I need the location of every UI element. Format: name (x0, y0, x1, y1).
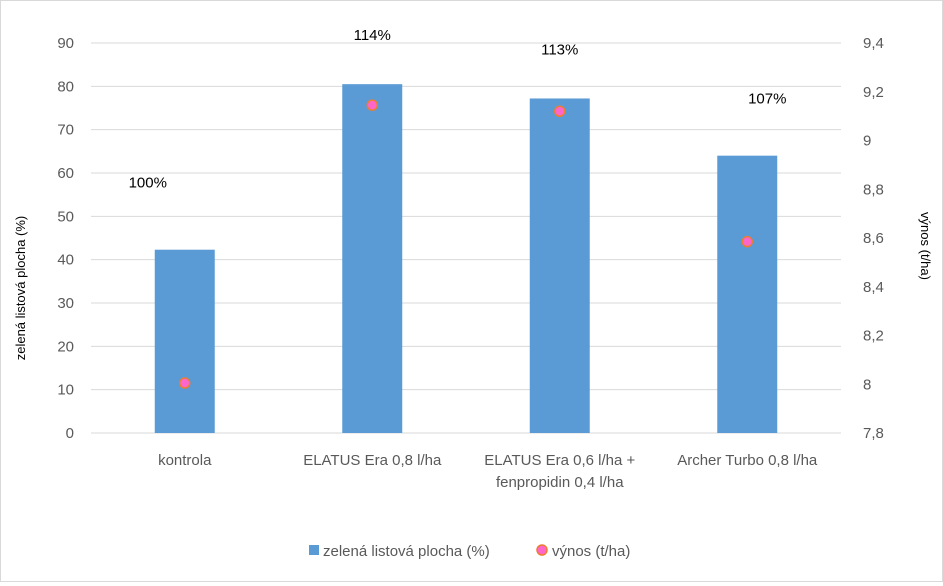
right-tick-label: 8 (863, 376, 871, 393)
yield-point (179, 377, 191, 389)
percent-label: 107% (748, 91, 786, 108)
right-tick-label: 9,2 (863, 84, 884, 101)
category-axis-labels: kontrola ELATUS Era 0,8 l/ha ELATUS Era 0,… (158, 452, 818, 491)
legend-label-bar: zelená listová plocha (%) (323, 543, 490, 560)
bar (717, 155, 778, 433)
left-axis-ticks: 0 10 20 30 40 50 60 70 80 90 (57, 35, 74, 442)
scatter-series (179, 99, 753, 389)
left-axis-title: zelená listová plocha (%) (13, 216, 28, 361)
bar-series (154, 84, 778, 434)
left-tick-label: 60 (57, 165, 74, 182)
right-tick-label: 8,8 (863, 181, 884, 198)
right-axis-ticks: 7,8 8 8,2 8,4 8,6 8,8 9 9,2 9,4 (863, 35, 884, 442)
category-label: ELATUS Era 0,6 l/ha + (484, 452, 635, 469)
right-tick-label: 7,8 (863, 425, 884, 442)
left-tick-label: 10 (57, 382, 74, 399)
gridlines (91, 42, 841, 434)
category-label: fenpropidin 0,4 l/ha (496, 474, 624, 491)
right-tick-label: 9,4 (863, 35, 884, 52)
yield-point (554, 105, 566, 117)
percent-label: 114% (354, 27, 391, 44)
left-tick-label: 90 (57, 35, 74, 52)
left-tick-label: 50 (57, 208, 74, 225)
right-tick-label: 8,2 (863, 328, 884, 345)
category-label: ELATUS Era 0,8 l/ha (303, 452, 442, 469)
yield-point (741, 235, 753, 248)
right-axis-title: výnos (t/ha) (918, 212, 933, 280)
left-tick-label: 80 (57, 78, 74, 95)
right-tick-label: 8,6 (863, 230, 884, 247)
left-tick-label: 0 (66, 425, 74, 442)
legend-swatch-bar (309, 545, 319, 555)
right-tick-label: 9 (863, 133, 871, 150)
data-labels: 100% 114% 113% 107% (129, 27, 787, 192)
bar (529, 98, 590, 433)
legend-label-point: výnos (t/ha) (552, 543, 630, 560)
left-tick-label: 30 (57, 295, 74, 312)
legend: zelená listová plocha (%) výnos (t/ha) (309, 543, 630, 560)
right-tick-label: 8,4 (863, 279, 884, 296)
category-label: Archer Turbo 0,8 l/ha (677, 452, 818, 469)
legend-swatch-point (536, 544, 548, 556)
bar (154, 249, 215, 433)
percent-label: 100% (129, 175, 167, 192)
left-tick-label: 70 (57, 122, 74, 139)
left-tick-label: 20 (57, 338, 74, 355)
left-tick-label: 40 (57, 252, 74, 269)
percent-label: 113% (541, 41, 578, 58)
category-label: kontrola (158, 452, 212, 469)
bar (342, 84, 403, 434)
yield-point (366, 99, 378, 111)
